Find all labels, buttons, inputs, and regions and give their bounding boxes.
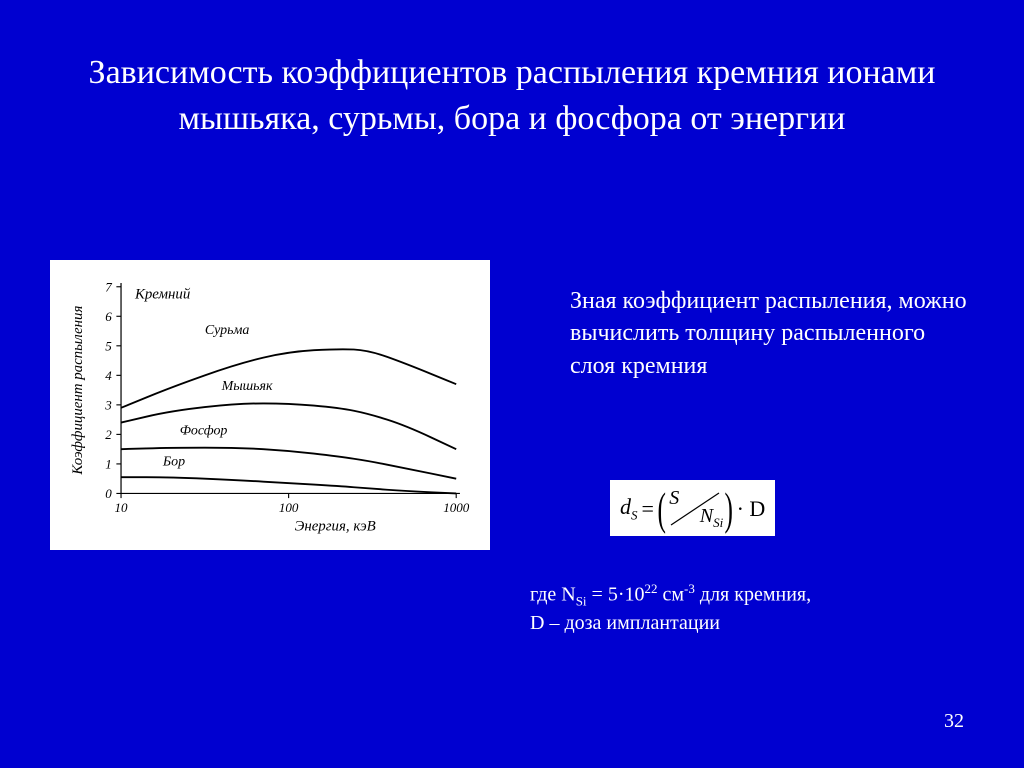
svg-text:2: 2 xyxy=(105,427,112,442)
svg-text:4: 4 xyxy=(105,368,112,383)
svg-text:10: 10 xyxy=(115,500,129,515)
fraction-denominator: NSi xyxy=(700,505,723,531)
sputter-chart: 0 1 2 3 4 5 6 7 10 100 1000 Энергия, кэВ Коэффициент… xyxy=(50,260,490,550)
svg-text:0: 0 xyxy=(105,486,112,501)
svg-text:Мышьяк: Мышьяк xyxy=(221,379,273,394)
svg-text:7: 7 xyxy=(105,279,112,294)
svg-text:Бор: Бор xyxy=(162,454,185,469)
svg-text:1000: 1000 xyxy=(443,500,470,515)
svg-text:6: 6 xyxy=(105,309,112,324)
slide-title: Зависимость коэффициентов распыления кре… xyxy=(0,50,1024,142)
svg-text:Фосфор: Фосфор xyxy=(180,423,228,438)
description-text: Зная коэффициент распыления, можно вычис… xyxy=(570,285,970,382)
footnote: где NSi = 5·1022 см-3 для кремния, D – д… xyxy=(530,580,990,637)
svg-text:Коэффициент распыления: Коэффициент распыления xyxy=(70,306,86,476)
page-number: 32 xyxy=(944,710,964,733)
svg-text:100: 100 xyxy=(279,500,299,515)
svg-text:1: 1 xyxy=(105,457,112,472)
svg-text:3: 3 xyxy=(104,398,112,413)
svg-text:Сурьма: Сурьма xyxy=(205,323,250,338)
svg-text:Кремний: Кремний xyxy=(134,287,191,303)
formula-tail: · D xyxy=(737,496,766,522)
paren-right: ) xyxy=(725,486,733,532)
formula: dS = ( S NSi ) · D xyxy=(610,480,775,536)
svg-text:5: 5 xyxy=(105,338,112,353)
equals-sign: = xyxy=(642,496,654,522)
svg-text:Энергия, кэВ: Энергия, кэВ xyxy=(295,519,376,535)
chart-svg: 0 1 2 3 4 5 6 7 10 100 1000 Энергия, кэВ Коэффициент… xyxy=(60,270,480,540)
fraction: S NSi xyxy=(665,489,725,529)
formula-lhs: dS xyxy=(620,494,638,523)
